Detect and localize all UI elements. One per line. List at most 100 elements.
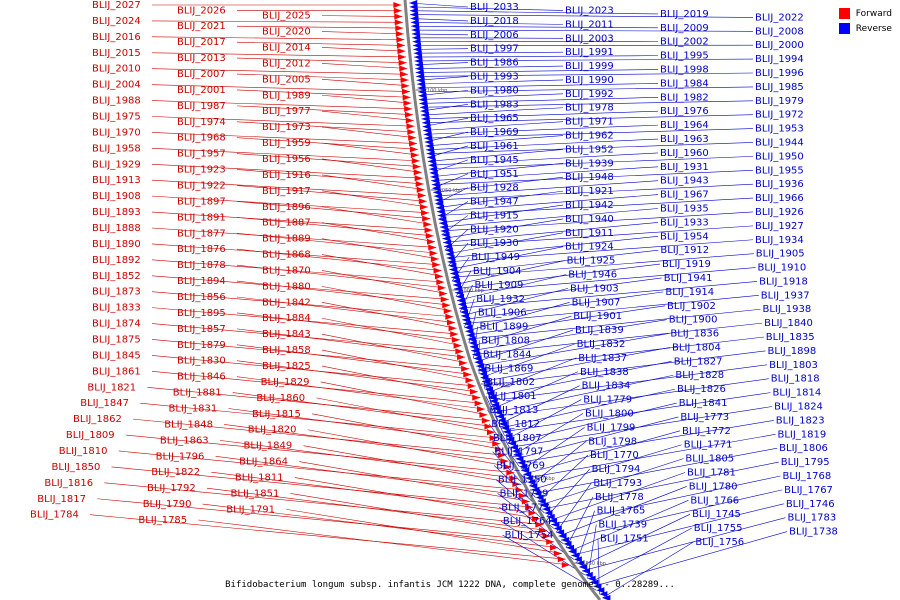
reverse-gene-label: BLIJ_1982 xyxy=(660,92,709,103)
reverse-gene-glyph xyxy=(531,486,540,493)
reverse-gene-glyph xyxy=(447,258,456,265)
reverse-connector xyxy=(481,347,671,382)
forward-connector xyxy=(321,15,403,17)
reverse-gene-label: BLIJ_1993 xyxy=(470,71,519,82)
reverse-gene-glyph xyxy=(432,185,441,192)
reverse-gene-glyph xyxy=(539,502,548,509)
reverse-connector xyxy=(443,225,754,247)
reverse-gene-label: BLIJ_1986 xyxy=(470,58,519,69)
reverse-gene-glyph xyxy=(433,189,442,196)
reverse-connector xyxy=(416,72,754,77)
forward-gene-label: BLIJ_2015 xyxy=(92,48,141,59)
forward-connector xyxy=(321,317,462,346)
reverse-connector xyxy=(513,413,584,456)
forward-gene-label: BLIJ_1895 xyxy=(177,308,226,319)
reverse-connector xyxy=(425,138,659,151)
forward-gene-glyph xyxy=(394,13,403,20)
reverse-gene-label: BLIJ_1755 xyxy=(694,523,743,534)
forward-gene-glyph xyxy=(446,319,455,326)
forward-gene-label: BLIJ_2012 xyxy=(262,58,311,69)
reverse-gene-label: BLIJ_1947 xyxy=(470,197,519,208)
reverse-gene-label: BLIJ_1930 xyxy=(470,238,519,249)
reverse-gene-glyph xyxy=(454,289,463,296)
forward-connector xyxy=(321,349,474,381)
reverse-gene-label: BLIJ_1918 xyxy=(759,276,808,287)
forward-connector xyxy=(321,333,468,364)
reverse-gene-label: BLIJ_1764 xyxy=(503,516,552,527)
reverse-gene-label: BLIJ_1794 xyxy=(592,464,641,475)
forward-gene-label: BLIJ_1875 xyxy=(92,334,141,345)
reverse-gene-glyph xyxy=(563,540,572,547)
forward-gene-label: BLIJ_1892 xyxy=(92,255,141,266)
reverse-gene-label: BLIJ_1976 xyxy=(660,106,709,117)
reverse-gene-label: BLIJ_1769 xyxy=(496,461,545,472)
reverse-gene-glyph xyxy=(417,85,426,91)
reverse-gene-glyph xyxy=(464,324,473,331)
reverse-gene-label: BLIJ_1783 xyxy=(787,513,836,524)
forward-gene-label: BLIJ_1887 xyxy=(262,218,311,229)
reverse-gene-label: BLIJ_1826 xyxy=(677,384,726,395)
reverse-connector xyxy=(548,472,686,522)
reverse-gene-label: BLIJ_1999 xyxy=(565,61,614,72)
reverse-gene-label: BLIJ_1823 xyxy=(776,415,825,426)
forward-gene-glyph xyxy=(437,284,446,291)
reverse-connector xyxy=(419,97,659,104)
forward-gene-glyph xyxy=(434,273,443,280)
reverse-gene-glyph xyxy=(488,394,497,401)
forward-gene-glyph xyxy=(494,446,503,453)
forward-connector xyxy=(321,238,439,260)
reverse-connector xyxy=(546,468,590,518)
forward-gene-label: BLIJ_1784 xyxy=(30,510,79,521)
reverse-connector xyxy=(431,166,659,182)
reverse-connector xyxy=(419,100,754,108)
reverse-gene-glyph xyxy=(427,154,436,161)
forward-connector xyxy=(151,84,410,92)
reverse-gene-glyph xyxy=(502,428,511,435)
forward-gene-label: BLIJ_1922 xyxy=(177,181,226,192)
reverse-connector xyxy=(500,520,585,576)
reverse-connector xyxy=(443,222,659,243)
reverse-connector xyxy=(483,350,766,386)
reverse-connector xyxy=(494,374,674,413)
forward-gene-glyph xyxy=(426,238,435,245)
reverse-gene-label: BLIJ_1900 xyxy=(669,315,718,326)
reverse-gene-label: BLIJ_1984 xyxy=(660,78,709,89)
forward-gene-glyph xyxy=(400,77,409,84)
forward-gene-glyph xyxy=(500,458,509,465)
reverse-gene-label: BLIJ_1938 xyxy=(762,304,811,315)
reverse-gene-label: BLIJ_1961 xyxy=(470,141,519,152)
reverse-connector xyxy=(418,90,469,97)
forward-gene-label: BLIJ_1864 xyxy=(239,457,288,468)
reverse-gene-glyph xyxy=(596,587,605,594)
forward-gene-label: BLIJ_1858 xyxy=(262,345,311,356)
reverse-gene-label: BLIJ_1778 xyxy=(595,492,644,503)
reverse-connector xyxy=(576,510,595,564)
forward-connector xyxy=(321,31,404,35)
reverse-gene-glyph xyxy=(420,108,429,115)
reverse-gene-glyph xyxy=(537,498,546,505)
reverse-gene-glyph xyxy=(579,564,588,571)
reverse-gene-glyph xyxy=(438,216,447,223)
reverse-gene-glyph xyxy=(527,479,536,486)
forward-connector xyxy=(151,163,423,179)
forward-gene-glyph xyxy=(453,342,462,349)
reverse-gene-label: BLIJ_1837 xyxy=(578,353,627,364)
forward-gene-label: BLIJ_1821 xyxy=(87,382,136,393)
forward-connector xyxy=(321,206,432,225)
reverse-gene-label: BLIJ_1934 xyxy=(755,235,804,246)
reverse-connector xyxy=(472,322,763,355)
reverse-gene-glyph xyxy=(443,239,452,246)
forward-gene-glyph xyxy=(393,2,402,8)
forward-gene-glyph xyxy=(512,481,521,488)
reverse-gene-label: BLIJ_2018 xyxy=(470,16,519,27)
reverse-connector xyxy=(426,142,754,154)
forward-gene-glyph xyxy=(481,417,490,424)
reverse-gene-label: BLIJ_2023 xyxy=(565,5,614,16)
reverse-connector xyxy=(452,260,565,286)
forward-gene-glyph xyxy=(476,406,485,413)
reverse-gene-glyph xyxy=(425,142,434,149)
reverse-gene-label: BLIJ_1798 xyxy=(588,436,637,447)
forward-connector xyxy=(321,94,412,104)
forward-connector xyxy=(236,121,416,133)
reverse-gene-label: BLIJ_1835 xyxy=(766,332,815,343)
